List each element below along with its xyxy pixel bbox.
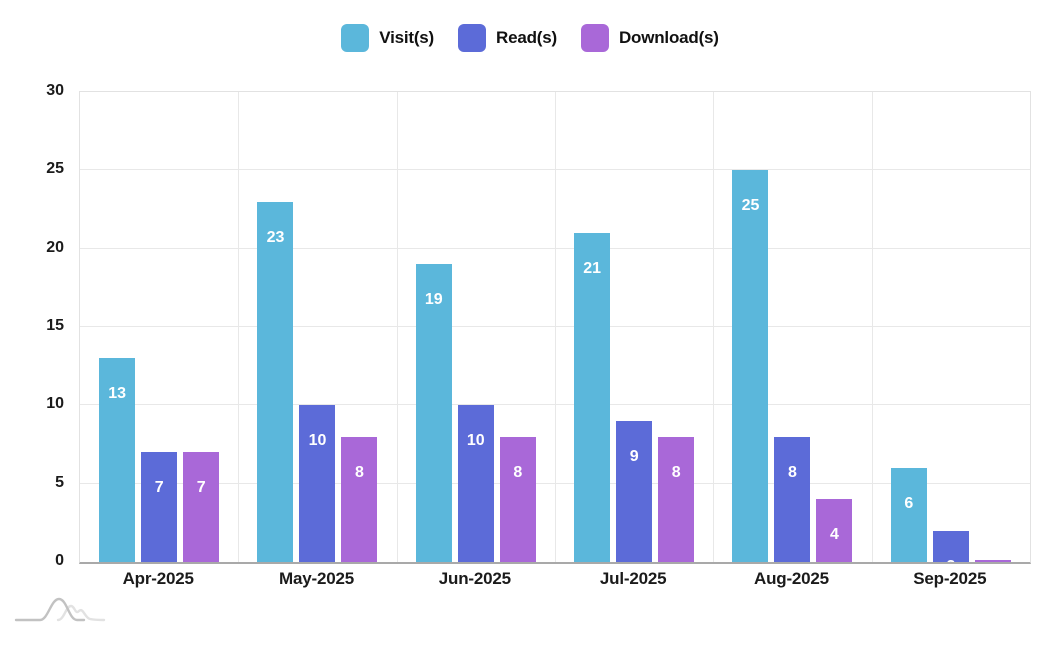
bar-visits-jul-2025: 21	[574, 233, 611, 562]
bar-reads-sep-2025: 2	[932, 530, 969, 562]
bar-reads-jun-2025: 10	[457, 405, 494, 562]
bar-value-label: 7	[196, 479, 206, 497]
brand-logo-icon	[14, 597, 106, 622]
bar-group-aug-2025: 25 8 4	[713, 92, 871, 562]
y-axis-tick-label: 30	[46, 82, 64, 99]
bar-value-label: 8	[355, 463, 364, 481]
bar-value-label: 2	[927, 558, 975, 562]
bar-value-label: 23	[266, 228, 285, 246]
bar-downloads-jul-2025: 8	[658, 436, 695, 562]
legend-swatch-icon	[580, 24, 609, 52]
bar-group-may-2025: 23 10 8	[238, 92, 396, 562]
bar-visits-may-2025: 23	[257, 201, 294, 562]
x-axis-tick-label-apr-2025: Apr-2025	[122, 569, 194, 588]
x-axis-tick-label-aug-2025: Aug-2025	[754, 569, 829, 588]
legend-item-label: Read(s)	[496, 28, 557, 47]
legend-item-0[interactable]: Visit(s)	[341, 24, 434, 52]
y-axis-tick-label: 0	[55, 552, 64, 569]
bar-value-label: 4	[830, 526, 839, 544]
bar-downloads-jun-2025: 8	[499, 436, 536, 562]
bar-value-label: 13	[108, 385, 127, 403]
legend-item-2[interactable]: Download(s)	[580, 24, 719, 52]
legend-item-label: Download(s)	[618, 28, 719, 47]
bar-visits-sep-2025: 6	[890, 468, 927, 562]
legend-item-1[interactable]: Read(s)	[458, 24, 557, 52]
plot-area: 1377231081910821982584620	[79, 91, 1031, 564]
bar-value-label: 21	[583, 260, 602, 277]
bar-group-jun-2025: 19 10 8	[397, 92, 555, 562]
vertical-gridline	[555, 92, 556, 562]
bar-group-apr-2025: 13 7 7	[80, 92, 238, 562]
x-axis-tick-label-may-2025: May-2025	[279, 569, 354, 588]
bar-value-label: 10	[308, 432, 327, 450]
bar-value-label: 8	[513, 463, 523, 481]
vertical-gridline	[871, 92, 873, 562]
legend-swatch-icon	[458, 24, 487, 52]
bar-downloads-may-2025: 8	[341, 436, 378, 562]
y-axis-tick-label: 10	[46, 395, 64, 413]
y-axis-tick-label: 25	[46, 160, 64, 178]
y-axis-tick-label: 15	[46, 317, 64, 334]
bar-group-jul-2025: 21 9 8	[555, 92, 713, 562]
vertical-gridline	[396, 92, 398, 562]
y-axis: 0 5 10 15 20 25 30	[0, 83, 64, 569]
bar-reads-jul-2025: 9	[616, 421, 653, 562]
x-axis-tick-label-jun-2025: Jun-2025	[438, 569, 511, 588]
vertical-gridline	[238, 92, 240, 562]
bar-value-label: 10	[466, 432, 485, 450]
y-axis-tick-label: 5	[55, 473, 64, 491]
bar-reads-aug-2025: 8	[774, 436, 811, 562]
bar-groups: 1377231081910821982584620	[80, 92, 1030, 562]
x-axis-tick-label-sep-2025: Sep-2025	[913, 569, 987, 588]
bar-visits-apr-2025: 13	[99, 358, 136, 562]
legend-item-label: Visit(s)	[379, 28, 435, 47]
bar-value-label: 8	[788, 463, 797, 481]
bar-reads-apr-2025: 7	[141, 452, 178, 562]
bar-downloads-aug-2025: 4	[816, 499, 853, 562]
bar-value-label: 19	[424, 291, 443, 309]
bar-value-label: 8	[671, 463, 681, 481]
vertical-gridline	[713, 92, 715, 562]
bar-visits-aug-2025: 25	[732, 170, 769, 562]
y-axis-tick-label: 20	[46, 238, 64, 256]
chart-legend: Visit(s) Read(s) Download(s)	[0, 24, 1060, 52]
legend-swatch-icon	[341, 24, 370, 52]
bar-group-sep-2025: 620	[872, 92, 1030, 562]
bar-value-label: 6	[904, 495, 914, 512]
bar-downloads-apr-2025: 7	[183, 452, 220, 562]
bar-visits-jun-2025: 19	[415, 264, 452, 562]
bar-reads-may-2025: 10	[299, 405, 336, 562]
x-axis: Apr-2025 May-2025 Jun-2025 Jul-2025 Aug-2025…	[79, 569, 1029, 589]
bar-value-label: 9	[629, 448, 639, 465]
bar-downloads-sep-2025: 0	[974, 560, 1011, 562]
x-axis-tick-label-jul-2025: Jul-2025	[599, 569, 667, 588]
bar-value-label: 25	[741, 197, 760, 215]
bar-value-label: 7	[154, 479, 164, 497]
